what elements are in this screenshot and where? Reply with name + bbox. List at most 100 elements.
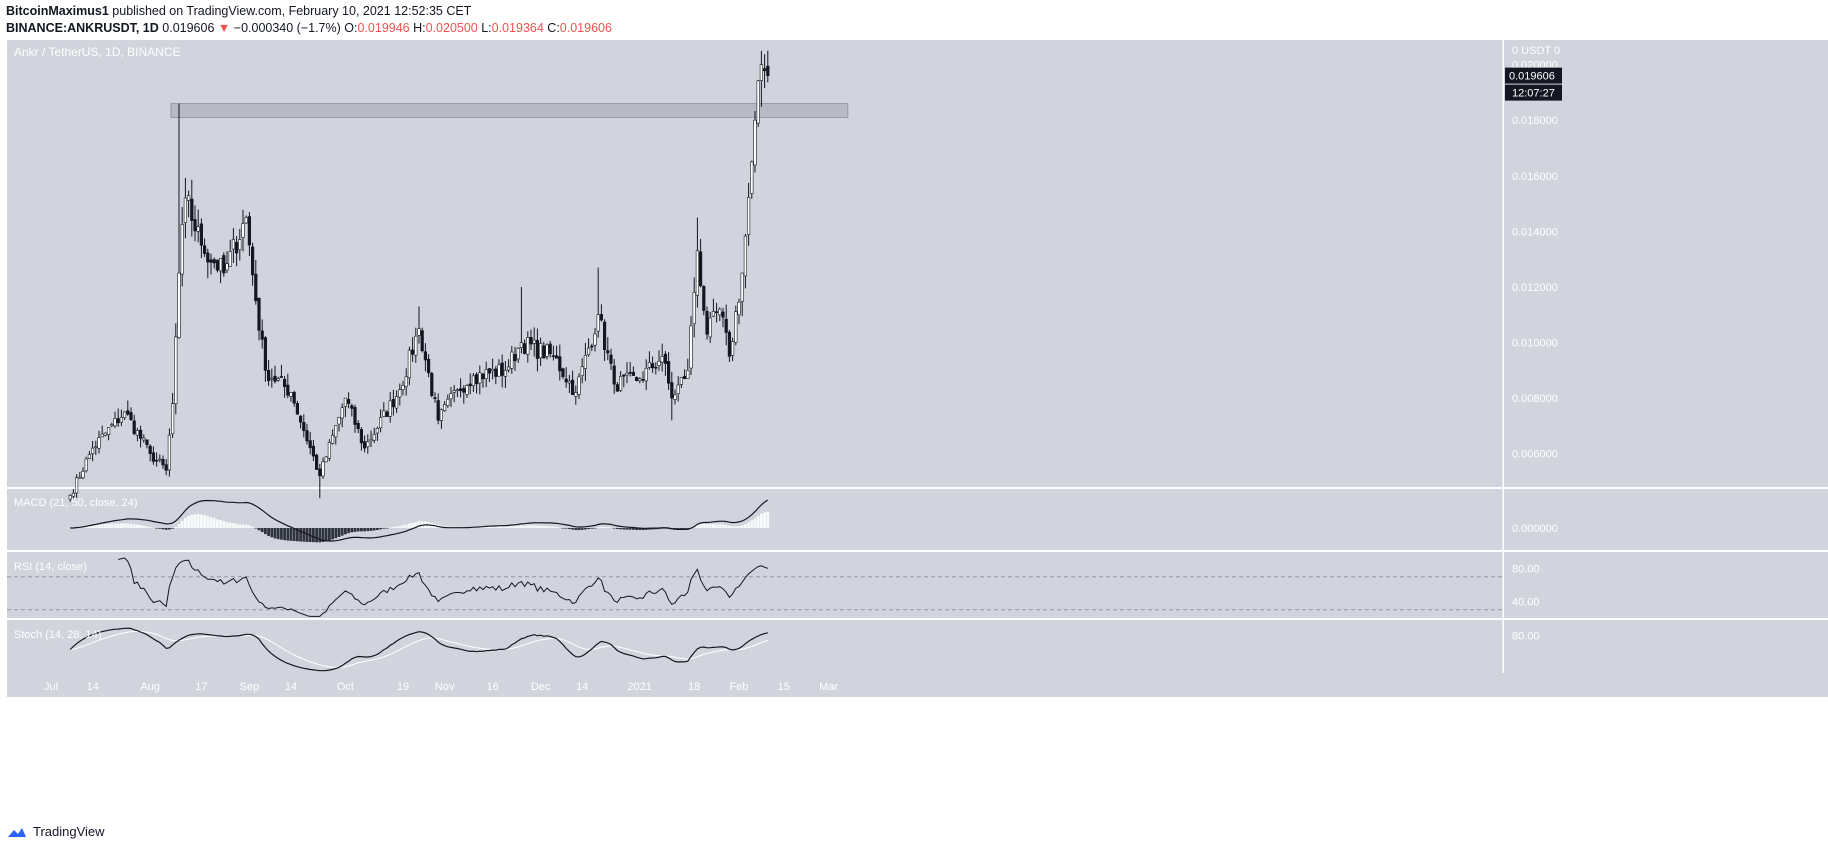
candle-body: [606, 350, 610, 354]
candle-body: [91, 447, 95, 454]
candle-body: [401, 385, 405, 390]
candle-body: [740, 272, 744, 302]
candle-body: [209, 259, 213, 263]
macd-histogram-bar: [321, 528, 325, 542]
author-name[interactable]: BitcoinMaximus1: [6, 4, 109, 18]
candle-body: [545, 344, 549, 357]
candle-body: [676, 384, 680, 394]
candle-body: [340, 407, 344, 419]
candle-body: [753, 119, 757, 166]
macd-histogram-bar: [100, 524, 104, 528]
time-tick-label: 19: [397, 681, 409, 693]
macd-histogram-bar: [363, 528, 366, 532]
macd-histogram-bar: [267, 528, 270, 536]
candle-body: [708, 317, 712, 338]
macd-histogram-bar: [126, 523, 130, 528]
macd-histogram-bar: [139, 525, 142, 528]
tradingview-logo[interactable]: TradingView: [6, 824, 105, 839]
rsi-layer: [7, 557, 1503, 617]
candle-body: [522, 343, 527, 354]
macd-histogram-bar: [315, 528, 318, 543]
candle-body: [391, 399, 396, 408]
macd-histogram-bar: [529, 525, 533, 528]
macd-histogram-bar: [193, 514, 197, 528]
macd-histogram-bar: [539, 525, 542, 528]
macd-histogram-bar: [632, 528, 635, 530]
resistance-zone-rect: [170, 103, 849, 118]
last-price: 0.019606: [162, 21, 215, 35]
candle-body: [247, 216, 252, 246]
candle-body: [762, 68, 767, 72]
macd-histogram-bar: [523, 525, 526, 528]
candle-body: [542, 345, 546, 359]
candle-body: [615, 384, 619, 392]
candle-body: [679, 377, 683, 385]
macd-histogram-bar: [603, 526, 606, 528]
candle-body: [78, 476, 82, 479]
macd-histogram-bar: [289, 528, 293, 541]
candle-body: [305, 430, 309, 442]
candle-body: [759, 64, 763, 81]
macd-histogram-bar: [510, 526, 514, 528]
macd-histogram-bar: [705, 524, 709, 528]
macd-histogram-bar: [286, 528, 290, 541]
candle-body: [612, 365, 616, 385]
macd-histogram-bar: [596, 527, 600, 528]
rsi-tick-label: 80.00: [1512, 564, 1540, 576]
candle-body: [68, 495, 72, 500]
macd-histogram-bar: [334, 528, 338, 539]
macd-histogram-bar: [497, 526, 501, 528]
candle-body: [471, 375, 476, 386]
macd-histogram-bar: [113, 523, 117, 528]
macd-histogram-bar: [548, 526, 552, 528]
macd-histogram-bar: [395, 526, 398, 528]
macd-histogram-bar: [84, 526, 88, 528]
countdown-tag: [1505, 84, 1562, 101]
candle-body: [714, 311, 719, 314]
candle-body: [426, 358, 431, 374]
macd-histogram-bar: [350, 528, 354, 533]
candle-body: [484, 369, 488, 380]
candle-body: [689, 325, 693, 369]
macd-histogram-bar: [372, 528, 376, 531]
candle-body: [311, 445, 316, 457]
time-tick-label: Feb: [730, 681, 749, 693]
change-arrow-icon: ▼: [217, 21, 231, 35]
candle-body: [337, 417, 341, 425]
candle-body: [548, 343, 552, 355]
macd-histogram-bar: [110, 523, 114, 528]
candle-body: [455, 389, 460, 392]
candle-body: [631, 371, 635, 376]
candle-body: [110, 424, 114, 427]
macd-histogram-bar: [628, 528, 632, 530]
candle-body: [292, 391, 296, 404]
price-axis-panel: [1504, 40, 1828, 673]
macd-histogram-bar: [219, 520, 222, 528]
time-tick-label: Mar: [819, 681, 838, 693]
candle-body: [87, 454, 91, 459]
candles-layer: [68, 50, 770, 502]
macd-histogram-bar: [91, 525, 94, 528]
macd-histogram-bar: [398, 525, 402, 528]
candle-body: [730, 341, 735, 356]
candle-body: [286, 384, 290, 396]
macd-histogram-bar: [184, 518, 187, 528]
macd-tick-label: 0.000000: [1512, 523, 1558, 535]
candle-body: [695, 250, 699, 296]
macd-histogram-bar: [232, 523, 235, 528]
candle-body: [532, 339, 536, 344]
macd-line: [70, 499, 769, 542]
candle-body: [599, 314, 603, 321]
macd-histogram-bar: [299, 528, 302, 542]
candle-body: [746, 196, 751, 235]
candle-body: [494, 368, 498, 377]
macd-histogram-bar: [369, 528, 373, 531]
macd-histogram-bar: [737, 526, 741, 528]
macd-histogram-bar: [744, 524, 747, 528]
candle-body: [666, 361, 671, 384]
candle-body: [590, 345, 594, 348]
macd-histogram-bar: [248, 525, 251, 528]
candle-body: [228, 251, 232, 267]
candle-body: [558, 356, 562, 372]
